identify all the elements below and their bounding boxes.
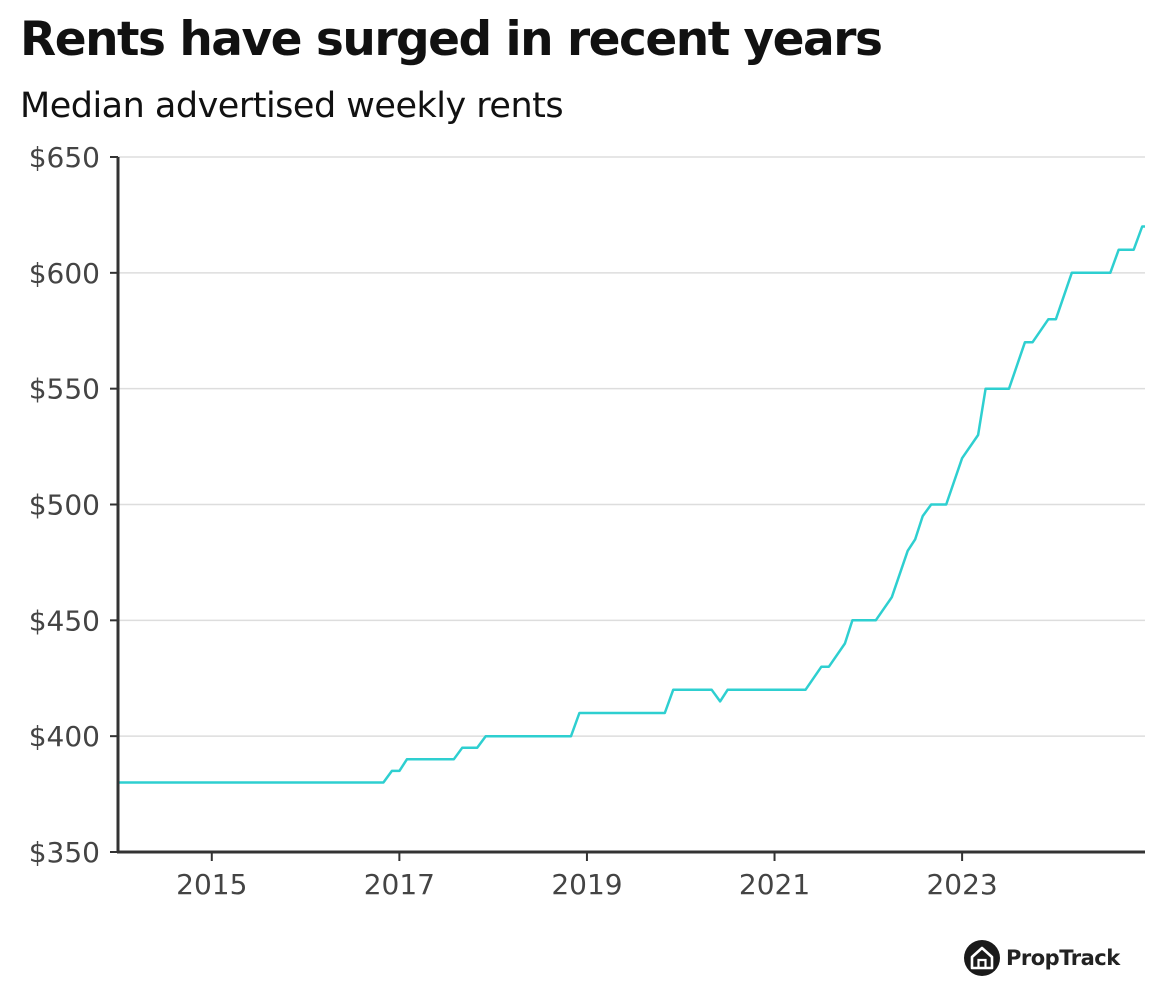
x-tick-label: 2021 [739,868,810,901]
x-axis-ticks: 2015 2017 2019 2021 2023 [176,852,998,901]
y-tick-label: $650 [29,141,100,174]
y-tick-label: $600 [29,257,100,290]
brand-mark: PropTrack [964,940,1120,976]
y-axis-ticks: $350 $400 $450 $500 $550 $600 $650 [29,141,118,869]
house-icon [964,940,1000,976]
y-tick-label: $450 [29,604,100,637]
y-tick-label: $350 [29,836,100,869]
x-tick-label: 2023 [926,868,997,901]
y-tick-label: $500 [29,489,100,522]
gridlines [118,156,1145,737]
brand-name: PropTrack [1006,946,1120,970]
x-tick-label: 2017 [364,868,435,901]
y-tick-label: $400 [29,720,100,753]
series-line [118,225,1145,784]
x-tick-label: 2019 [551,868,622,901]
y-tick-label: $550 [29,373,100,406]
series-layer [118,225,1145,784]
chart-subtitle: Median advertised weekly rents [20,86,564,126]
chart-title: Rents have surged in recent years [20,12,883,67]
x-tick-label: 2015 [176,868,247,901]
